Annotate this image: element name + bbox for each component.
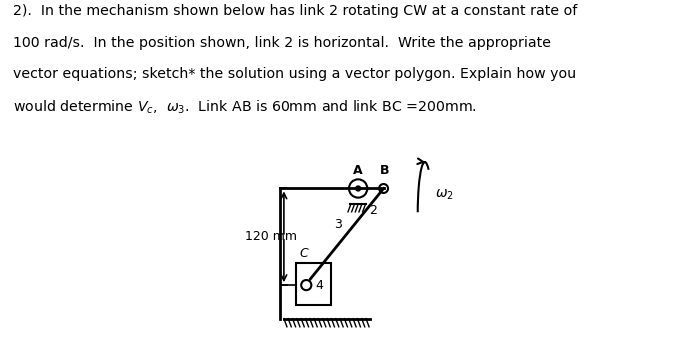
Text: would determine $V_c$,  $\omega_3$.  Link AB is 60mm and link BC =200mm.: would determine $V_c$, $\omega_3$. Link …	[13, 98, 477, 116]
Text: 2: 2	[370, 204, 377, 217]
Text: vector equations; sketch* the solution using a vector polygon. Explain how you: vector equations; sketch* the solution u…	[13, 67, 575, 81]
Text: 3: 3	[334, 218, 342, 231]
Text: $\omega_2$: $\omega_2$	[435, 187, 454, 202]
Text: C: C	[300, 247, 309, 260]
Text: B: B	[380, 164, 389, 177]
Bar	[296, 263, 330, 305]
Text: A: A	[354, 164, 363, 177]
Text: 100 rad/s.  In the position shown, link 2 is horizontal.  Write the appropriate: 100 rad/s. In the position shown, link 2…	[13, 36, 551, 49]
Text: 4: 4	[316, 279, 323, 292]
Text: 120 mm: 120 mm	[245, 230, 297, 243]
Circle shape	[356, 186, 360, 191]
Text: 2).  In the mechanism shown below has link 2 rotating CW at a constant rate of: 2). In the mechanism shown below has lin…	[13, 4, 577, 18]
